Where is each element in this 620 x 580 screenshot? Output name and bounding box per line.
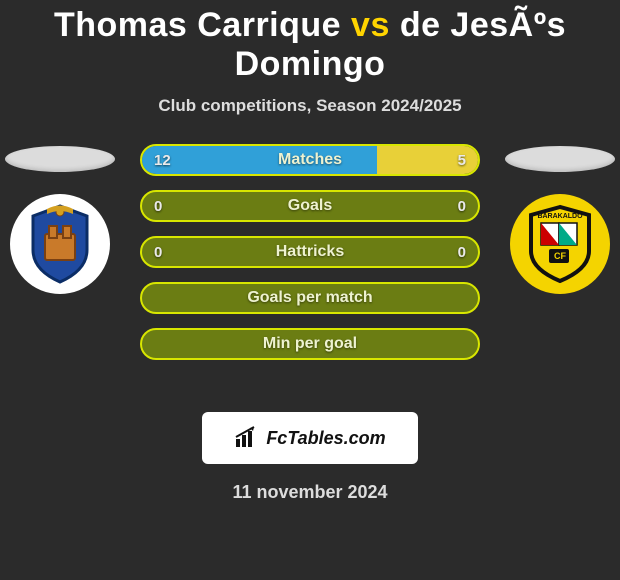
- stat-label: Min per goal: [263, 335, 357, 353]
- player-right: BARAKALDO CF: [500, 144, 620, 294]
- stat-value-right: 0: [458, 244, 466, 261]
- stat-value-left: 0: [154, 198, 162, 215]
- fctables-badge[interactable]: FcTables.com: [202, 412, 418, 464]
- comparison-panel: BARAKALDO CF Matches 12 5 Goals 0 0 Hattricks 0…: [0, 144, 620, 404]
- stat-bar: Goals 0 0: [140, 190, 480, 222]
- date: 11 november 2024: [0, 482, 620, 503]
- stat-value-left: 12: [154, 152, 171, 169]
- svg-text:BARAKALDO: BARAKALDO: [537, 213, 583, 220]
- title-player1: Thomas Carrique: [54, 6, 341, 44]
- stat-label: Goals: [288, 197, 332, 215]
- ponferradina-crest: [10, 194, 110, 294]
- comparison-title: Thomas Carrique vs de JesÃºs Domingo: [0, 0, 620, 84]
- shield-icon: BARAKALDO CF: [523, 203, 597, 285]
- player-photo-placeholder-right: [505, 146, 615, 172]
- stat-bar: Min per goal: [140, 328, 480, 360]
- stat-bar: Goals per match: [140, 282, 480, 314]
- stat-value-right: 5: [458, 152, 466, 169]
- stat-label: Matches: [278, 151, 342, 169]
- stat-value-left: 0: [154, 244, 162, 261]
- stat-label: Goals per match: [247, 289, 372, 307]
- stat-bar: Matches 12 5: [140, 144, 480, 176]
- bar-chart-icon: [234, 425, 260, 451]
- title-vs: vs: [351, 6, 390, 44]
- subtitle: Club competitions, Season 2024/2025: [0, 96, 620, 116]
- shield-icon: [25, 204, 95, 284]
- player-left: [0, 144, 120, 294]
- stat-value-right: 0: [458, 198, 466, 215]
- stat-bars: Matches 12 5 Goals 0 0 Hattricks 0 0 Goals per ma…: [140, 144, 480, 374]
- fctables-label: FcTables.com: [266, 428, 385, 449]
- barakaldo-crest: BARAKALDO CF: [510, 194, 610, 294]
- player-photo-placeholder-left: [5, 146, 115, 172]
- stat-bar: Hattricks 0 0: [140, 236, 480, 268]
- stat-label: Hattricks: [276, 243, 344, 261]
- svg-text:CF: CF: [554, 251, 566, 261]
